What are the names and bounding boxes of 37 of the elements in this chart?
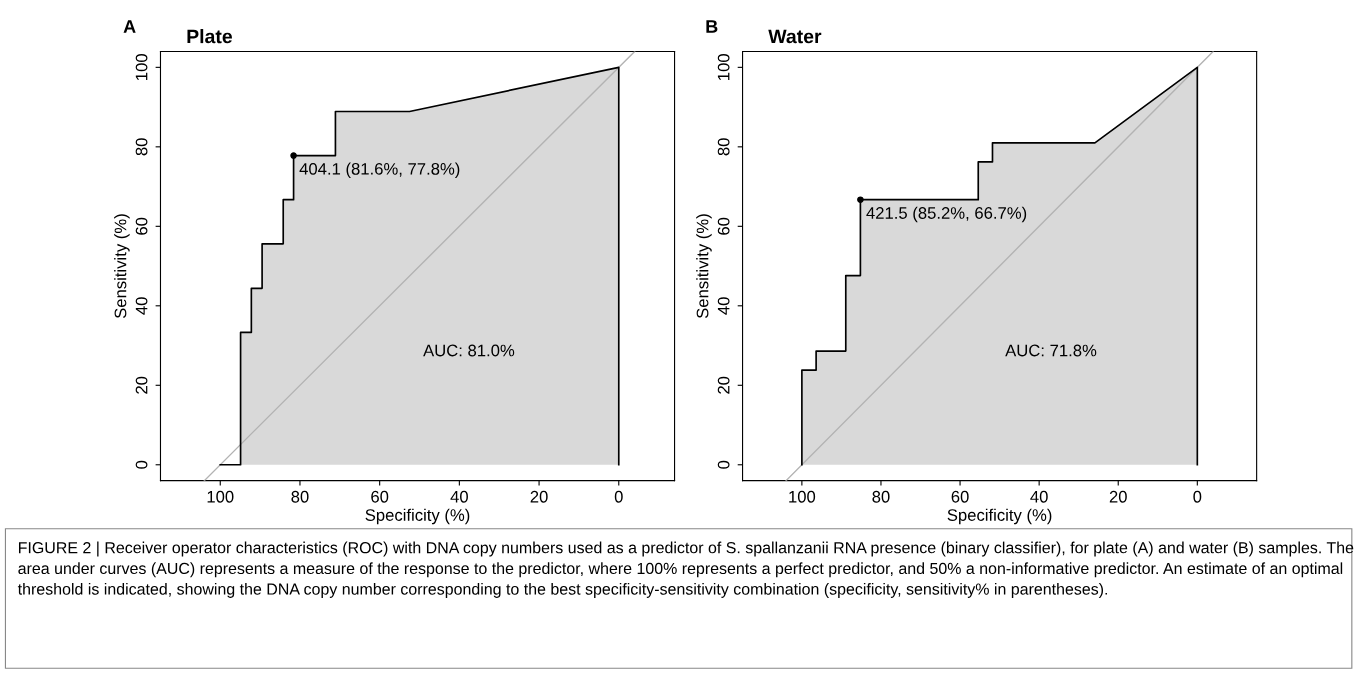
annotation: AUC: 71.8%: [1005, 344, 1097, 357]
text: B: [706, 20, 718, 33]
y-tick-label: 80: [717, 138, 730, 156]
x-tick-label: 20: [1109, 490, 1127, 503]
y-axis-title: Sensitivity (%): [114, 214, 130, 319]
x-tick-label: 40: [1030, 490, 1048, 503]
x-tick-label: 100: [207, 490, 234, 503]
x-tick-label: 80: [291, 490, 309, 503]
x-axis-title: Specificity (%): [947, 508, 1052, 525]
x-tick-label: 0: [1193, 490, 1202, 503]
x-tick-label: 40: [450, 490, 468, 503]
y-tick-label: 60: [717, 217, 730, 235]
x-axis-title: Specificity (%): [365, 508, 470, 525]
annotation: AUC: 81.0%: [423, 344, 515, 357]
y-tick-label: 40: [717, 297, 730, 315]
x-tick-label: 80: [872, 490, 890, 503]
y-tick-label: 0: [135, 460, 148, 469]
y-tick-label: 80: [135, 138, 148, 156]
y-tick-label: 40: [135, 297, 148, 315]
text: A: [123, 20, 136, 33]
annotation: 404.1 (81.6%, 77.8%): [299, 162, 460, 179]
y-tick-label: 0: [717, 460, 730, 469]
x-tick-label: 60: [951, 490, 969, 503]
chart-title: Plate: [187, 29, 232, 44]
caption: FIGURE 2 | Receiver operator characteristics (ROC) with DNA copy numbers used as a predictor of S. spallanzanii RNA presence (binary classifier), for plate (A) and water (B) samples. The area under curves (AUC) represents a measure of the response to the predictor, where 100% represents a perfect predictor, and 50% a non-informative predictor. An estimate of an optimal threshold is indicated, showing the DNA copy number corresponding to the best specificity-sensitivity combination (specificity, sensitivity% in parentheses).: [17, 541, 1354, 598]
y-axis-title: Sensitivity (%): [696, 214, 712, 319]
y-tick-label: 100: [717, 54, 730, 80]
chart-title: Water: [768, 29, 822, 44]
x-tick-label: 60: [371, 490, 389, 503]
y-tick-label: 100: [135, 54, 148, 80]
y-tick-label: 60: [135, 217, 148, 235]
x-tick-label: 100: [789, 490, 816, 503]
x-tick-label: 0: [614, 490, 623, 503]
x-tick-label: 20: [530, 490, 548, 503]
annotation: 421.5 (85.2%, 66.7%): [866, 206, 1027, 223]
y-tick-label: 20: [135, 376, 148, 394]
y-tick-label: 20: [717, 376, 730, 394]
